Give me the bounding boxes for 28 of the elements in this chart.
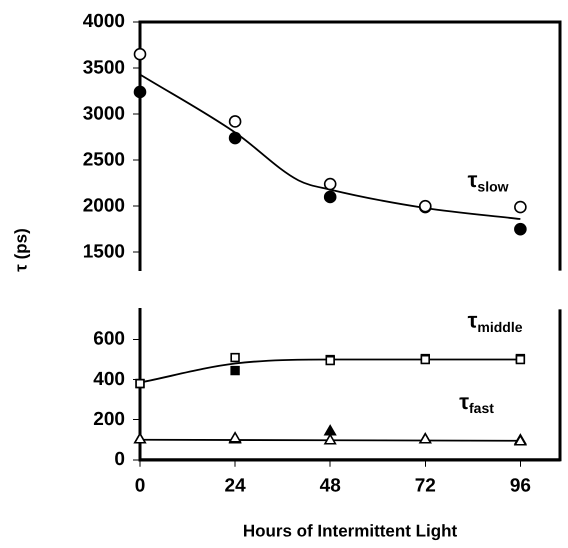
point — [228, 115, 242, 128]
x-tick-label: 96 — [510, 475, 531, 496]
point — [324, 424, 336, 436]
point — [324, 190, 336, 204]
y-tick-label: 2500 — [82, 149, 125, 170]
point — [230, 352, 240, 362]
y-tick-label: 3500 — [82, 57, 125, 78]
point — [230, 366, 240, 376]
point — [134, 48, 146, 61]
x-axis-title: Hours of Intermittent Light — [242, 521, 458, 540]
point — [228, 132, 242, 144]
point — [514, 200, 527, 214]
y-axis-title: τ (ps) — [12, 228, 32, 272]
y-tick-label: 200 — [93, 408, 125, 430]
y-tick-label: 2000 — [82, 195, 125, 216]
x-tick-label: 48 — [320, 475, 341, 496]
y-tick-label: 600 — [93, 328, 125, 350]
point — [514, 222, 527, 236]
x-tick-label: 24 — [224, 475, 246, 496]
y-tick-label: 0 — [114, 449, 125, 470]
y-tick-label: 3000 — [82, 103, 125, 124]
x-tick-label: 0 — [134, 475, 146, 496]
x-tick-label: 72 — [414, 475, 436, 496]
y-tick-label: 400 — [93, 368, 125, 390]
point — [134, 86, 146, 98]
point — [324, 178, 336, 190]
y-tick-label: 1500 — [82, 241, 125, 262]
y-tick-label: 4000 — [82, 11, 125, 32]
